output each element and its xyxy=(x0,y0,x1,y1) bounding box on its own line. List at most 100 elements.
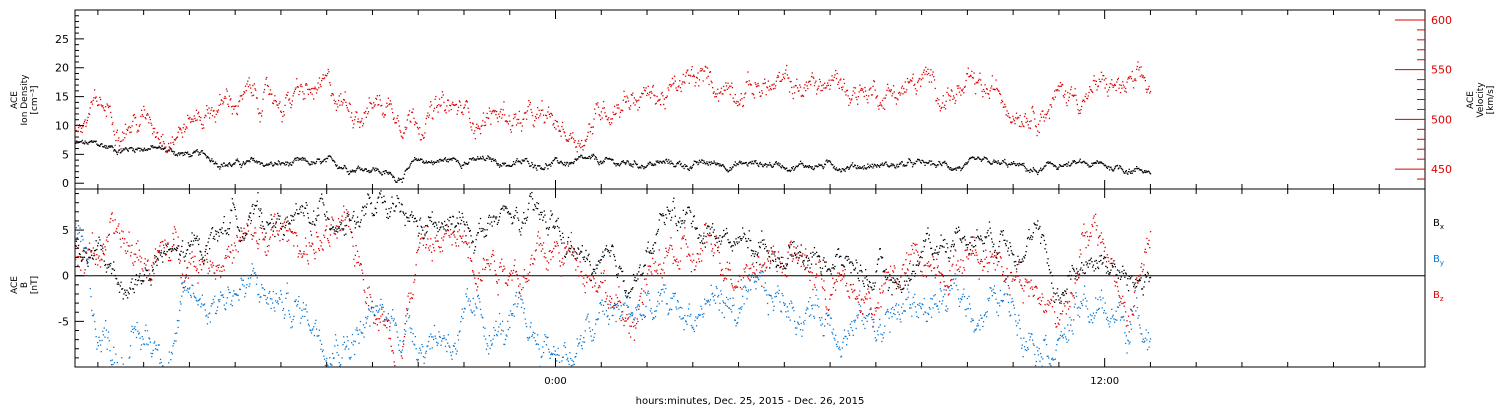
by-point xyxy=(1080,301,1082,303)
velocity-point xyxy=(906,89,908,91)
by-point xyxy=(870,307,872,309)
by-point xyxy=(83,250,86,253)
by-point xyxy=(868,313,870,316)
by-point xyxy=(105,329,108,331)
velocity-point xyxy=(114,144,116,147)
by-point xyxy=(414,336,416,338)
by-point xyxy=(811,308,813,310)
by-point xyxy=(582,341,584,343)
density-point xyxy=(780,166,782,168)
by-point xyxy=(841,347,843,349)
bz-point xyxy=(190,257,192,259)
bz-point xyxy=(198,259,200,262)
velocity-point xyxy=(776,76,778,79)
by-point xyxy=(345,346,347,348)
by-point xyxy=(1081,302,1083,305)
by-point xyxy=(631,311,633,314)
density-point xyxy=(631,163,633,166)
by-point xyxy=(783,304,786,306)
density-point xyxy=(592,153,594,155)
density-point xyxy=(964,163,966,166)
density-point xyxy=(150,145,152,147)
by-point xyxy=(1037,354,1040,356)
by-point xyxy=(983,315,985,317)
by-point xyxy=(1108,323,1110,325)
velocity-point xyxy=(893,91,895,93)
by-point xyxy=(194,296,196,298)
by-point xyxy=(753,276,755,278)
density-point xyxy=(958,166,961,168)
by-point xyxy=(747,289,750,291)
by-point xyxy=(775,292,777,295)
velocity-point xyxy=(195,119,197,122)
by-point xyxy=(876,339,878,341)
by-point xyxy=(192,292,195,295)
velocity-point xyxy=(731,82,733,84)
by-point xyxy=(1046,355,1048,357)
density-point xyxy=(96,143,98,145)
bz-point xyxy=(238,240,240,242)
by-point xyxy=(625,295,627,298)
bz-point xyxy=(335,225,337,227)
density-point xyxy=(875,165,877,167)
velocity-point xyxy=(423,136,425,139)
bz-point xyxy=(357,261,359,263)
velocity-point xyxy=(884,108,886,110)
bz-point xyxy=(367,287,369,289)
density-point xyxy=(706,163,709,165)
density-point xyxy=(653,164,655,166)
by-point xyxy=(365,322,367,324)
by-point xyxy=(299,322,302,324)
by-point xyxy=(980,314,982,316)
bz-point xyxy=(190,263,192,265)
by-point xyxy=(699,314,701,316)
velocity-point xyxy=(755,83,757,86)
by-point xyxy=(1074,303,1076,305)
velocity-point xyxy=(76,124,78,126)
density-point xyxy=(839,169,841,171)
density-point xyxy=(993,159,995,161)
velocity-point xyxy=(1055,89,1057,91)
bz-point xyxy=(231,262,233,264)
velocity-point xyxy=(315,88,317,90)
density-point xyxy=(362,169,364,172)
bz-point xyxy=(384,318,386,321)
density-point xyxy=(567,165,570,167)
by-point xyxy=(457,339,460,341)
by-point xyxy=(1009,315,1011,317)
by-point xyxy=(430,333,432,335)
by-point xyxy=(722,300,724,302)
density-point xyxy=(277,164,279,166)
density-point xyxy=(298,157,300,159)
velocity-point xyxy=(679,80,681,82)
density-point xyxy=(846,166,848,168)
velocity-point xyxy=(865,90,867,92)
density-point xyxy=(229,163,231,165)
velocity-point xyxy=(813,77,815,79)
velocity-point xyxy=(1045,117,1047,119)
by-point xyxy=(496,335,498,337)
velocity-point xyxy=(83,121,86,123)
by-point xyxy=(433,338,435,341)
velocity-point xyxy=(415,122,417,124)
by-point xyxy=(359,320,362,323)
by-point xyxy=(548,348,550,350)
by-point xyxy=(562,356,564,358)
density-point xyxy=(745,162,747,164)
by-point xyxy=(157,344,159,346)
density-point xyxy=(1089,165,1091,167)
density-point xyxy=(354,171,356,173)
by-point xyxy=(946,310,948,312)
density-point xyxy=(760,163,762,165)
by-point xyxy=(724,302,726,304)
density-point xyxy=(276,163,278,165)
density-point xyxy=(392,175,395,177)
by-point xyxy=(397,344,400,346)
by-point xyxy=(550,352,553,354)
by-point xyxy=(812,304,814,306)
density-point xyxy=(215,163,217,165)
density-point xyxy=(403,177,405,180)
by-point xyxy=(998,302,1000,304)
velocity-point xyxy=(1111,84,1114,86)
density-point xyxy=(477,156,479,158)
